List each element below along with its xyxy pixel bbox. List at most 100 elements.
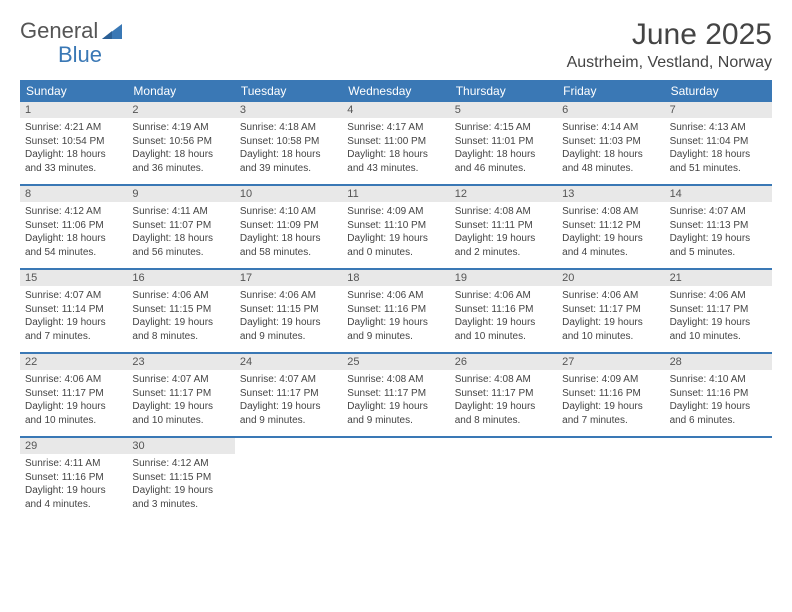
day-body: Sunrise: 4:15 AMSunset: 11:01 PMDaylight…: [450, 118, 557, 179]
daylight-text-2: and 33 minutes.: [25, 162, 122, 176]
day-number: 8: [20, 186, 127, 202]
sunrise-text: Sunrise: 4:07 AM: [240, 373, 337, 387]
day-body: Sunrise: 4:07 AMSunset: 11:14 PMDaylight…: [20, 286, 127, 347]
day-body: Sunrise: 4:06 AMSunset: 11:17 PMDaylight…: [20, 370, 127, 431]
day-number: 11: [342, 186, 449, 202]
daylight-text-2: and 9 minutes.: [347, 330, 444, 344]
day-number: 28: [665, 354, 772, 370]
day-number: 2: [127, 102, 234, 118]
calendar-week: 15Sunrise: 4:07 AMSunset: 11:14 PMDaylig…: [20, 270, 772, 354]
day-number: 5: [450, 102, 557, 118]
calendar-day: [342, 438, 449, 520]
calendar-day: 28Sunrise: 4:10 AMSunset: 11:16 PMDaylig…: [665, 354, 772, 436]
sunset-text: Sunset: 11:10 PM: [347, 219, 444, 233]
day-body: Sunrise: 4:07 AMSunset: 11:17 PMDaylight…: [127, 370, 234, 431]
day-body: Sunrise: 4:08 AMSunset: 11:11 PMDaylight…: [450, 202, 557, 263]
weekday-header: Friday: [557, 80, 664, 102]
weekday-header: Monday: [127, 80, 234, 102]
daylight-text-2: and 3 minutes.: [132, 498, 229, 512]
daylight-text-1: Daylight: 19 hours: [455, 232, 552, 246]
weekday-header: Saturday: [665, 80, 772, 102]
calendar-day: 7Sunrise: 4:13 AMSunset: 11:04 PMDayligh…: [665, 102, 772, 184]
sunrise-text: Sunrise: 4:15 AM: [455, 121, 552, 135]
sunrise-text: Sunrise: 4:06 AM: [455, 289, 552, 303]
sunrise-text: Sunrise: 4:08 AM: [455, 373, 552, 387]
daylight-text-2: and 10 minutes.: [562, 330, 659, 344]
calendar-day: 1Sunrise: 4:21 AMSunset: 10:54 PMDayligh…: [20, 102, 127, 184]
day-number: 27: [557, 354, 664, 370]
daylight-text-2: and 2 minutes.: [455, 246, 552, 260]
sunset-text: Sunset: 11:01 PM: [455, 135, 552, 149]
calendar-day: 11Sunrise: 4:09 AMSunset: 11:10 PMDaylig…: [342, 186, 449, 268]
day-number: 13: [557, 186, 664, 202]
sunrise-text: Sunrise: 4:07 AM: [25, 289, 122, 303]
day-number: 4: [342, 102, 449, 118]
daylight-text-1: Daylight: 19 hours: [562, 316, 659, 330]
daylight-text-2: and 56 minutes.: [132, 246, 229, 260]
daylight-text-1: Daylight: 18 hours: [132, 148, 229, 162]
sunset-text: Sunset: 11:17 PM: [132, 387, 229, 401]
sunrise-text: Sunrise: 4:11 AM: [132, 205, 229, 219]
daylight-text-2: and 43 minutes.: [347, 162, 444, 176]
calendar-day: 22Sunrise: 4:06 AMSunset: 11:17 PMDaylig…: [20, 354, 127, 436]
sunset-text: Sunset: 11:11 PM: [455, 219, 552, 233]
daylight-text-1: Daylight: 19 hours: [25, 484, 122, 498]
day-number: 19: [450, 270, 557, 286]
sunset-text: Sunset: 11:15 PM: [240, 303, 337, 317]
calendar-day: 4Sunrise: 4:17 AMSunset: 11:00 PMDayligh…: [342, 102, 449, 184]
sunset-text: Sunset: 11:07 PM: [132, 219, 229, 233]
daylight-text-1: Daylight: 18 hours: [562, 148, 659, 162]
day-body: Sunrise: 4:07 AMSunset: 11:13 PMDaylight…: [665, 202, 772, 263]
calendar-day: 20Sunrise: 4:06 AMSunset: 11:17 PMDaylig…: [557, 270, 664, 352]
daylight-text-2: and 8 minutes.: [455, 414, 552, 428]
calendar-day: 24Sunrise: 4:07 AMSunset: 11:17 PMDaylig…: [235, 354, 342, 436]
sunrise-text: Sunrise: 4:08 AM: [347, 373, 444, 387]
daylight-text-2: and 48 minutes.: [562, 162, 659, 176]
calendar-day: 15Sunrise: 4:07 AMSunset: 11:14 PMDaylig…: [20, 270, 127, 352]
day-number: 1: [20, 102, 127, 118]
sunset-text: Sunset: 11:00 PM: [347, 135, 444, 149]
daylight-text-2: and 6 minutes.: [670, 414, 767, 428]
calendar-day: 14Sunrise: 4:07 AMSunset: 11:13 PMDaylig…: [665, 186, 772, 268]
daylight-text-1: Daylight: 19 hours: [25, 316, 122, 330]
calendar-day: 19Sunrise: 4:06 AMSunset: 11:16 PMDaylig…: [450, 270, 557, 352]
sunset-text: Sunset: 11:12 PM: [562, 219, 659, 233]
sunrise-text: Sunrise: 4:12 AM: [25, 205, 122, 219]
weekday-header: Sunday: [20, 80, 127, 102]
logo-sail-icon: [102, 22, 124, 40]
calendar-day: 26Sunrise: 4:08 AMSunset: 11:17 PMDaylig…: [450, 354, 557, 436]
sunrise-text: Sunrise: 4:17 AM: [347, 121, 444, 135]
sunrise-text: Sunrise: 4:07 AM: [670, 205, 767, 219]
daylight-text-1: Daylight: 18 hours: [25, 232, 122, 246]
day-body: Sunrise: 4:08 AMSunset: 11:12 PMDaylight…: [557, 202, 664, 263]
daylight-text-1: Daylight: 19 hours: [132, 316, 229, 330]
daylight-text-2: and 7 minutes.: [562, 414, 659, 428]
day-number: 12: [450, 186, 557, 202]
calendar-day: 9Sunrise: 4:11 AMSunset: 11:07 PMDayligh…: [127, 186, 234, 268]
sunrise-text: Sunrise: 4:13 AM: [670, 121, 767, 135]
header: General Blue June 2025 Austrheim, Vestla…: [20, 18, 772, 72]
day-body: Sunrise: 4:11 AMSunset: 11:16 PMDaylight…: [20, 454, 127, 515]
daylight-text-1: Daylight: 19 hours: [670, 232, 767, 246]
weekday-header-row: SundayMondayTuesdayWednesdayThursdayFrid…: [20, 80, 772, 102]
calendar-day: [557, 438, 664, 520]
daylight-text-1: Daylight: 19 hours: [455, 400, 552, 414]
calendar-day: 13Sunrise: 4:08 AMSunset: 11:12 PMDaylig…: [557, 186, 664, 268]
daylight-text-2: and 10 minutes.: [25, 414, 122, 428]
month-title: June 2025: [567, 18, 772, 52]
daylight-text-1: Daylight: 19 hours: [562, 232, 659, 246]
day-body: Sunrise: 4:11 AMSunset: 11:07 PMDaylight…: [127, 202, 234, 263]
day-body: Sunrise: 4:06 AMSunset: 11:15 PMDaylight…: [235, 286, 342, 347]
sunrise-text: Sunrise: 4:19 AM: [132, 121, 229, 135]
sunset-text: Sunset: 11:14 PM: [25, 303, 122, 317]
daylight-text-2: and 4 minutes.: [562, 246, 659, 260]
day-body: Sunrise: 4:06 AMSunset: 11:16 PMDaylight…: [450, 286, 557, 347]
calendar-week: 22Sunrise: 4:06 AMSunset: 11:17 PMDaylig…: [20, 354, 772, 438]
daylight-text-2: and 54 minutes.: [25, 246, 122, 260]
weekday-header: Wednesday: [342, 80, 449, 102]
day-body: Sunrise: 4:13 AMSunset: 11:04 PMDaylight…: [665, 118, 772, 179]
sunset-text: Sunset: 11:17 PM: [347, 387, 444, 401]
sunset-text: Sunset: 10:58 PM: [240, 135, 337, 149]
weekday-header: Tuesday: [235, 80, 342, 102]
sunrise-text: Sunrise: 4:08 AM: [455, 205, 552, 219]
